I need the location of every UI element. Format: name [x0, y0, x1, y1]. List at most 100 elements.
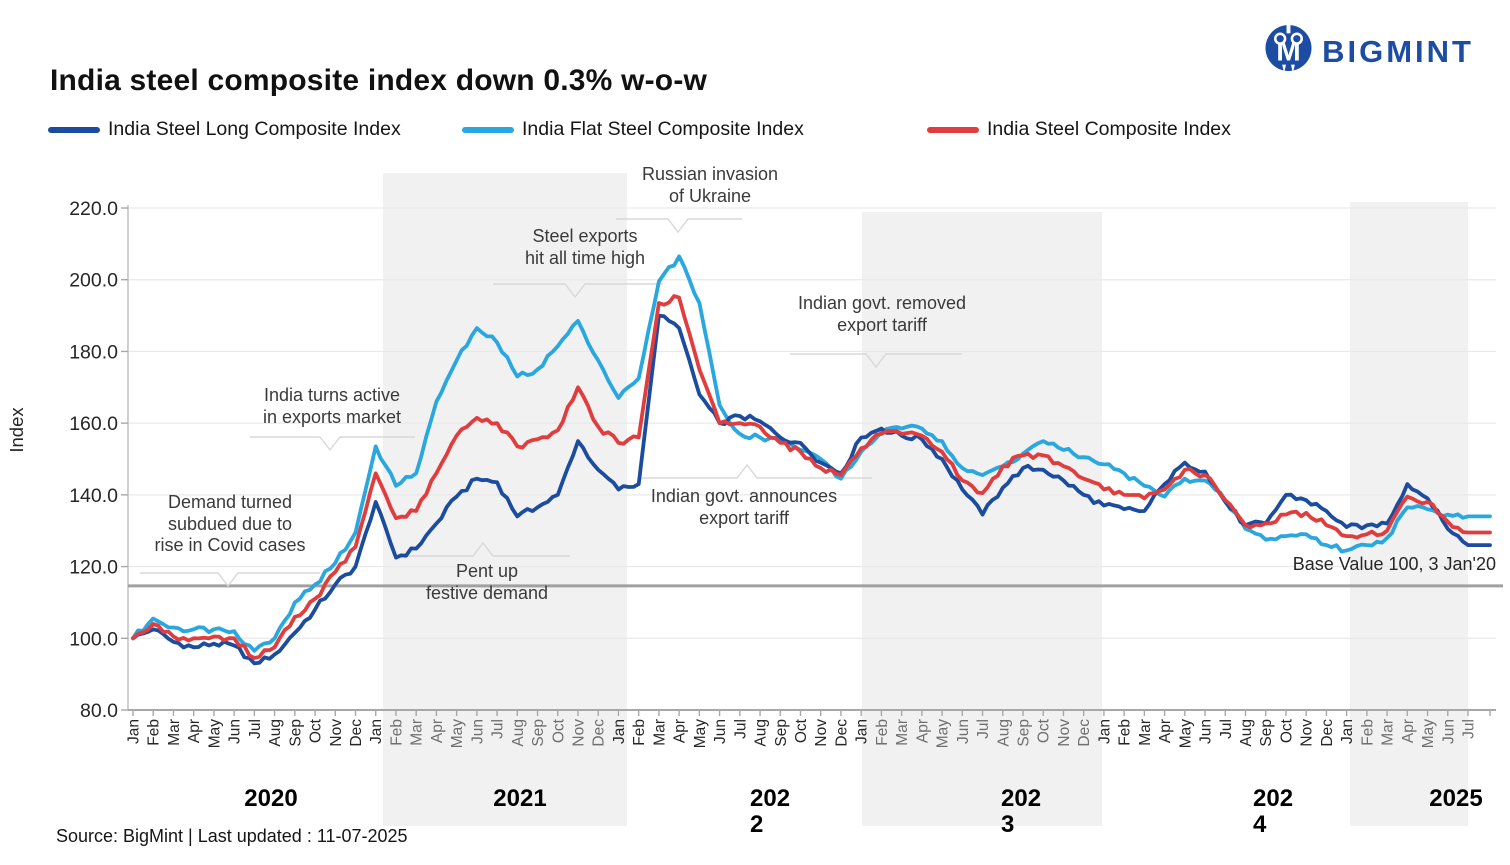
annotation-text: India turns active in exports market — [262, 385, 402, 427]
year-label: 2020 — [244, 785, 298, 812]
month-label: Sep — [1258, 719, 1275, 747]
month-label: Jul — [247, 719, 264, 739]
month-label: May — [1177, 719, 1194, 749]
month-label: Dec — [1076, 719, 1093, 747]
y-tick-label: 120.0 — [69, 557, 118, 579]
y-tick-label: 220.0 — [69, 198, 118, 220]
month-label: Nov — [328, 719, 345, 747]
month-label: Jun — [955, 719, 972, 744]
month-label: Jun — [227, 719, 244, 744]
month-label: Jul — [1461, 719, 1478, 739]
legend-label: India Steel Long Composite Index — [108, 118, 401, 140]
month-label: Feb — [631, 719, 648, 746]
month-label: Jun — [712, 719, 729, 744]
month-label: Apr — [1157, 719, 1174, 743]
month-label: Jul — [732, 719, 749, 739]
month-label: Dec — [591, 719, 608, 747]
month-label: Sep — [1016, 719, 1033, 747]
year-label: 2025 — [1429, 785, 1483, 812]
month-label: Feb — [1359, 719, 1376, 746]
month-label: Aug — [267, 719, 284, 747]
annotation-text: Indian govt. announces export tariff — [650, 486, 838, 528]
month-label: Aug — [995, 719, 1012, 747]
y-tick-label: 80.0 — [80, 700, 118, 722]
month-label: Nov — [1056, 719, 1073, 747]
y-tick-label: 140.0 — [69, 485, 118, 507]
annotation-text: Indian govt. removed export tariff — [797, 293, 967, 335]
month-label: Jun — [1440, 719, 1457, 744]
month-label: May — [1420, 719, 1437, 749]
month-label: Mar — [1380, 719, 1397, 746]
y-axis-title: Index — [6, 407, 27, 453]
month-label: Dec — [1319, 719, 1336, 747]
page-title: India steel composite index down 0.3% w-… — [50, 64, 708, 97]
month-label: Jul — [975, 719, 992, 739]
y-tick-label: 100.0 — [69, 628, 118, 650]
year-label: 2024 — [1253, 785, 1294, 838]
annotation-callout — [250, 436, 415, 452]
series-line — [131, 294, 1492, 660]
month-label: Jan — [1339, 719, 1356, 744]
legend-item-long: India Steel Long Composite Index — [48, 118, 401, 141]
month-label: Apr — [672, 719, 689, 743]
month-label: Apr — [429, 719, 446, 743]
annotation-text: Pent up festive demand — [425, 561, 549, 603]
annotation-callout — [641, 463, 872, 479]
month-label: Jan — [1096, 719, 1113, 744]
source-note: Source: BigMint | Last updated : 11-07-2… — [56, 826, 408, 846]
year-label: 2022 — [750, 785, 791, 838]
month-label: Mar — [651, 719, 668, 746]
month-label: Oct — [308, 718, 325, 743]
bigmint-logo: M BIGMINT — [1265, 24, 1474, 79]
annotation-callout — [405, 541, 570, 557]
y-tick-label: 160.0 — [69, 413, 118, 435]
month-label: Feb — [146, 719, 163, 746]
legend-label: India Steel Composite Index — [987, 118, 1231, 140]
month-label: Feb — [388, 719, 405, 746]
annotation-callout — [616, 218, 742, 234]
month-label: Nov — [813, 719, 830, 747]
month-label: Mar — [409, 719, 426, 746]
month-label: Sep — [287, 719, 304, 747]
legend-swatch-flat — [462, 126, 514, 133]
chart-legend: India Steel Long Composite Index India F… — [0, 118, 1510, 144]
month-label: Jun — [1198, 719, 1215, 744]
month-label: Nov — [571, 719, 588, 747]
month-label: Oct — [1278, 718, 1295, 743]
month-label: Apr — [914, 719, 931, 743]
month-label: Jul — [1218, 719, 1235, 739]
legend-label: India Flat Steel Composite Index — [522, 118, 804, 140]
legend-item-flat: India Flat Steel Composite Index — [462, 118, 804, 141]
month-label: Mar — [894, 719, 911, 746]
year-band — [862, 212, 1102, 826]
month-label: Jan — [854, 719, 871, 744]
month-label: Apr — [1400, 719, 1417, 743]
month-label: Feb — [1117, 719, 1134, 746]
annotation-callout — [140, 572, 320, 588]
month-label: Dec — [348, 719, 365, 747]
month-label: Jan — [611, 719, 628, 744]
y-tick-label: 200.0 — [69, 270, 118, 292]
month-label: Sep — [773, 719, 790, 747]
month-label: May — [692, 719, 709, 749]
annotation-text: Demand turned subdued due to rise in Cov… — [154, 492, 306, 555]
month-label: May — [449, 719, 466, 749]
month-label: Oct — [550, 718, 567, 743]
month-label: Oct — [1036, 718, 1053, 743]
month-label: Jan — [126, 719, 143, 744]
y-tick-label: 180.0 — [69, 341, 118, 363]
month-label: Feb — [874, 719, 891, 746]
month-label: Jan — [368, 719, 385, 744]
month-label: May — [206, 719, 223, 749]
month-label: Sep — [530, 719, 547, 747]
series-line — [131, 254, 1492, 653]
month-label: Mar — [166, 719, 183, 746]
month-label: Aug — [1238, 719, 1255, 747]
month-label: Oct — [793, 718, 810, 743]
base-value-label: Base Value 100, 3 Jan'20 — [1292, 554, 1496, 574]
month-label: Aug — [753, 719, 770, 747]
month-label: May — [935, 719, 952, 749]
month-label: Jul — [490, 719, 507, 739]
